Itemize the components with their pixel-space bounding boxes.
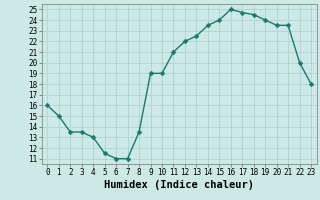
X-axis label: Humidex (Indice chaleur): Humidex (Indice chaleur) bbox=[104, 180, 254, 190]
